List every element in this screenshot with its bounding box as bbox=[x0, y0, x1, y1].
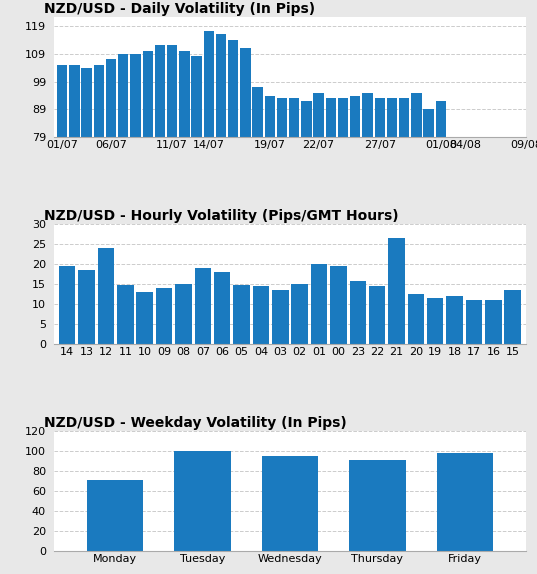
Bar bbox=[301, 101, 311, 358]
Bar bbox=[118, 53, 128, 358]
Text: NZD/USD - Hourly Volatility (Pips/GMT Hours): NZD/USD - Hourly Volatility (Pips/GMT Ho… bbox=[44, 209, 399, 223]
Bar bbox=[59, 266, 76, 344]
Bar bbox=[78, 270, 95, 344]
Bar bbox=[142, 51, 153, 358]
Bar bbox=[174, 451, 231, 551]
Bar bbox=[179, 51, 190, 358]
Bar bbox=[387, 98, 397, 358]
Bar bbox=[338, 98, 349, 358]
Bar bbox=[388, 238, 405, 344]
Bar bbox=[234, 285, 250, 344]
Bar bbox=[466, 300, 482, 344]
Bar bbox=[228, 40, 238, 358]
Bar bbox=[326, 98, 336, 358]
Bar bbox=[485, 300, 502, 344]
Bar bbox=[427, 298, 444, 344]
Bar bbox=[408, 294, 424, 344]
Bar bbox=[436, 101, 446, 358]
Bar bbox=[106, 59, 117, 358]
Bar bbox=[214, 272, 230, 344]
Bar bbox=[277, 98, 287, 358]
Bar bbox=[155, 45, 165, 358]
Bar bbox=[423, 110, 434, 358]
Bar bbox=[362, 93, 373, 358]
Bar bbox=[350, 281, 366, 344]
Bar bbox=[265, 95, 275, 358]
Bar bbox=[349, 460, 406, 551]
Bar bbox=[253, 286, 269, 344]
Bar bbox=[57, 65, 68, 358]
Bar bbox=[82, 68, 92, 358]
Bar bbox=[272, 290, 288, 344]
Bar bbox=[411, 93, 422, 358]
Bar bbox=[252, 87, 263, 358]
Bar bbox=[311, 264, 327, 344]
Bar bbox=[437, 453, 494, 551]
Bar bbox=[262, 456, 318, 551]
Bar bbox=[69, 65, 79, 358]
Bar bbox=[289, 98, 300, 358]
Bar bbox=[369, 286, 386, 344]
Bar bbox=[130, 53, 141, 358]
Bar bbox=[399, 98, 409, 358]
Bar bbox=[350, 95, 360, 358]
Bar bbox=[117, 285, 134, 344]
Bar bbox=[136, 292, 153, 344]
Bar bbox=[216, 34, 226, 358]
Bar bbox=[446, 296, 463, 344]
Bar bbox=[240, 48, 251, 358]
Bar bbox=[330, 266, 346, 344]
Bar bbox=[167, 45, 177, 358]
Bar bbox=[204, 31, 214, 358]
Bar bbox=[292, 284, 308, 344]
Bar bbox=[191, 56, 202, 358]
Bar bbox=[156, 288, 172, 344]
Text: NZD/USD - Weekday Volatility (In Pips): NZD/USD - Weekday Volatility (In Pips) bbox=[44, 416, 347, 430]
Bar bbox=[93, 65, 104, 358]
Bar bbox=[86, 480, 143, 551]
Bar bbox=[374, 98, 385, 358]
Text: NZD/USD - Daily Volatility (In Pips): NZD/USD - Daily Volatility (In Pips) bbox=[44, 2, 315, 16]
Bar bbox=[98, 248, 114, 344]
Bar bbox=[194, 268, 211, 344]
Bar bbox=[175, 284, 192, 344]
Bar bbox=[314, 93, 324, 358]
Bar bbox=[504, 290, 521, 344]
